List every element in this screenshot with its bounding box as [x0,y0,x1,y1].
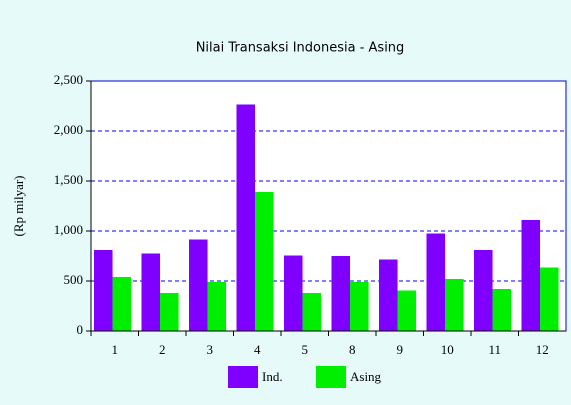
x-tick-label: 4 [254,342,261,357]
x-tick-label: 1 [112,342,119,357]
legend-label: Ind. [262,369,283,384]
bar [284,255,303,331]
legend-swatch [228,366,258,388]
bar [236,104,256,331]
x-tick-label: 10 [441,342,454,357]
x-tick-label: 11 [488,342,501,357]
y-tick-label: 500 [64,272,84,287]
bar [426,233,446,331]
x-tick-label: 9 [397,342,404,357]
bar [189,239,208,331]
bar [94,250,113,331]
chart-title: Nilai Transaksi Indonesia - Asing [196,41,405,56]
bar [379,259,398,331]
bar [207,282,227,331]
legend-label: Asing [350,369,382,384]
bar [350,282,369,331]
bar [302,293,322,331]
bar [521,220,541,331]
bar [540,267,559,331]
bar [112,277,132,331]
bar [141,253,161,331]
y-tick-label: 0 [77,322,84,337]
bar [160,293,179,331]
legend-swatch [316,366,346,388]
x-tick-label: 3 [207,342,214,357]
y-tick-label: 1,500 [54,172,83,187]
x-tick-label: 12 [536,342,549,357]
y-axis-label: (Rp milyar) [11,175,26,236]
bar [331,256,351,331]
bar [474,250,493,331]
y-tick-label: 2,500 [54,72,83,87]
y-tick-label: 1,000 [54,222,83,237]
x-tick-label: 5 [302,342,309,357]
x-tick-label: 2 [159,342,166,357]
x-tick-label: 8 [349,342,356,357]
bar [445,279,464,331]
bar [255,192,274,331]
bar [492,289,512,331]
bar [397,290,417,331]
y-tick-label: 2,000 [54,122,83,137]
